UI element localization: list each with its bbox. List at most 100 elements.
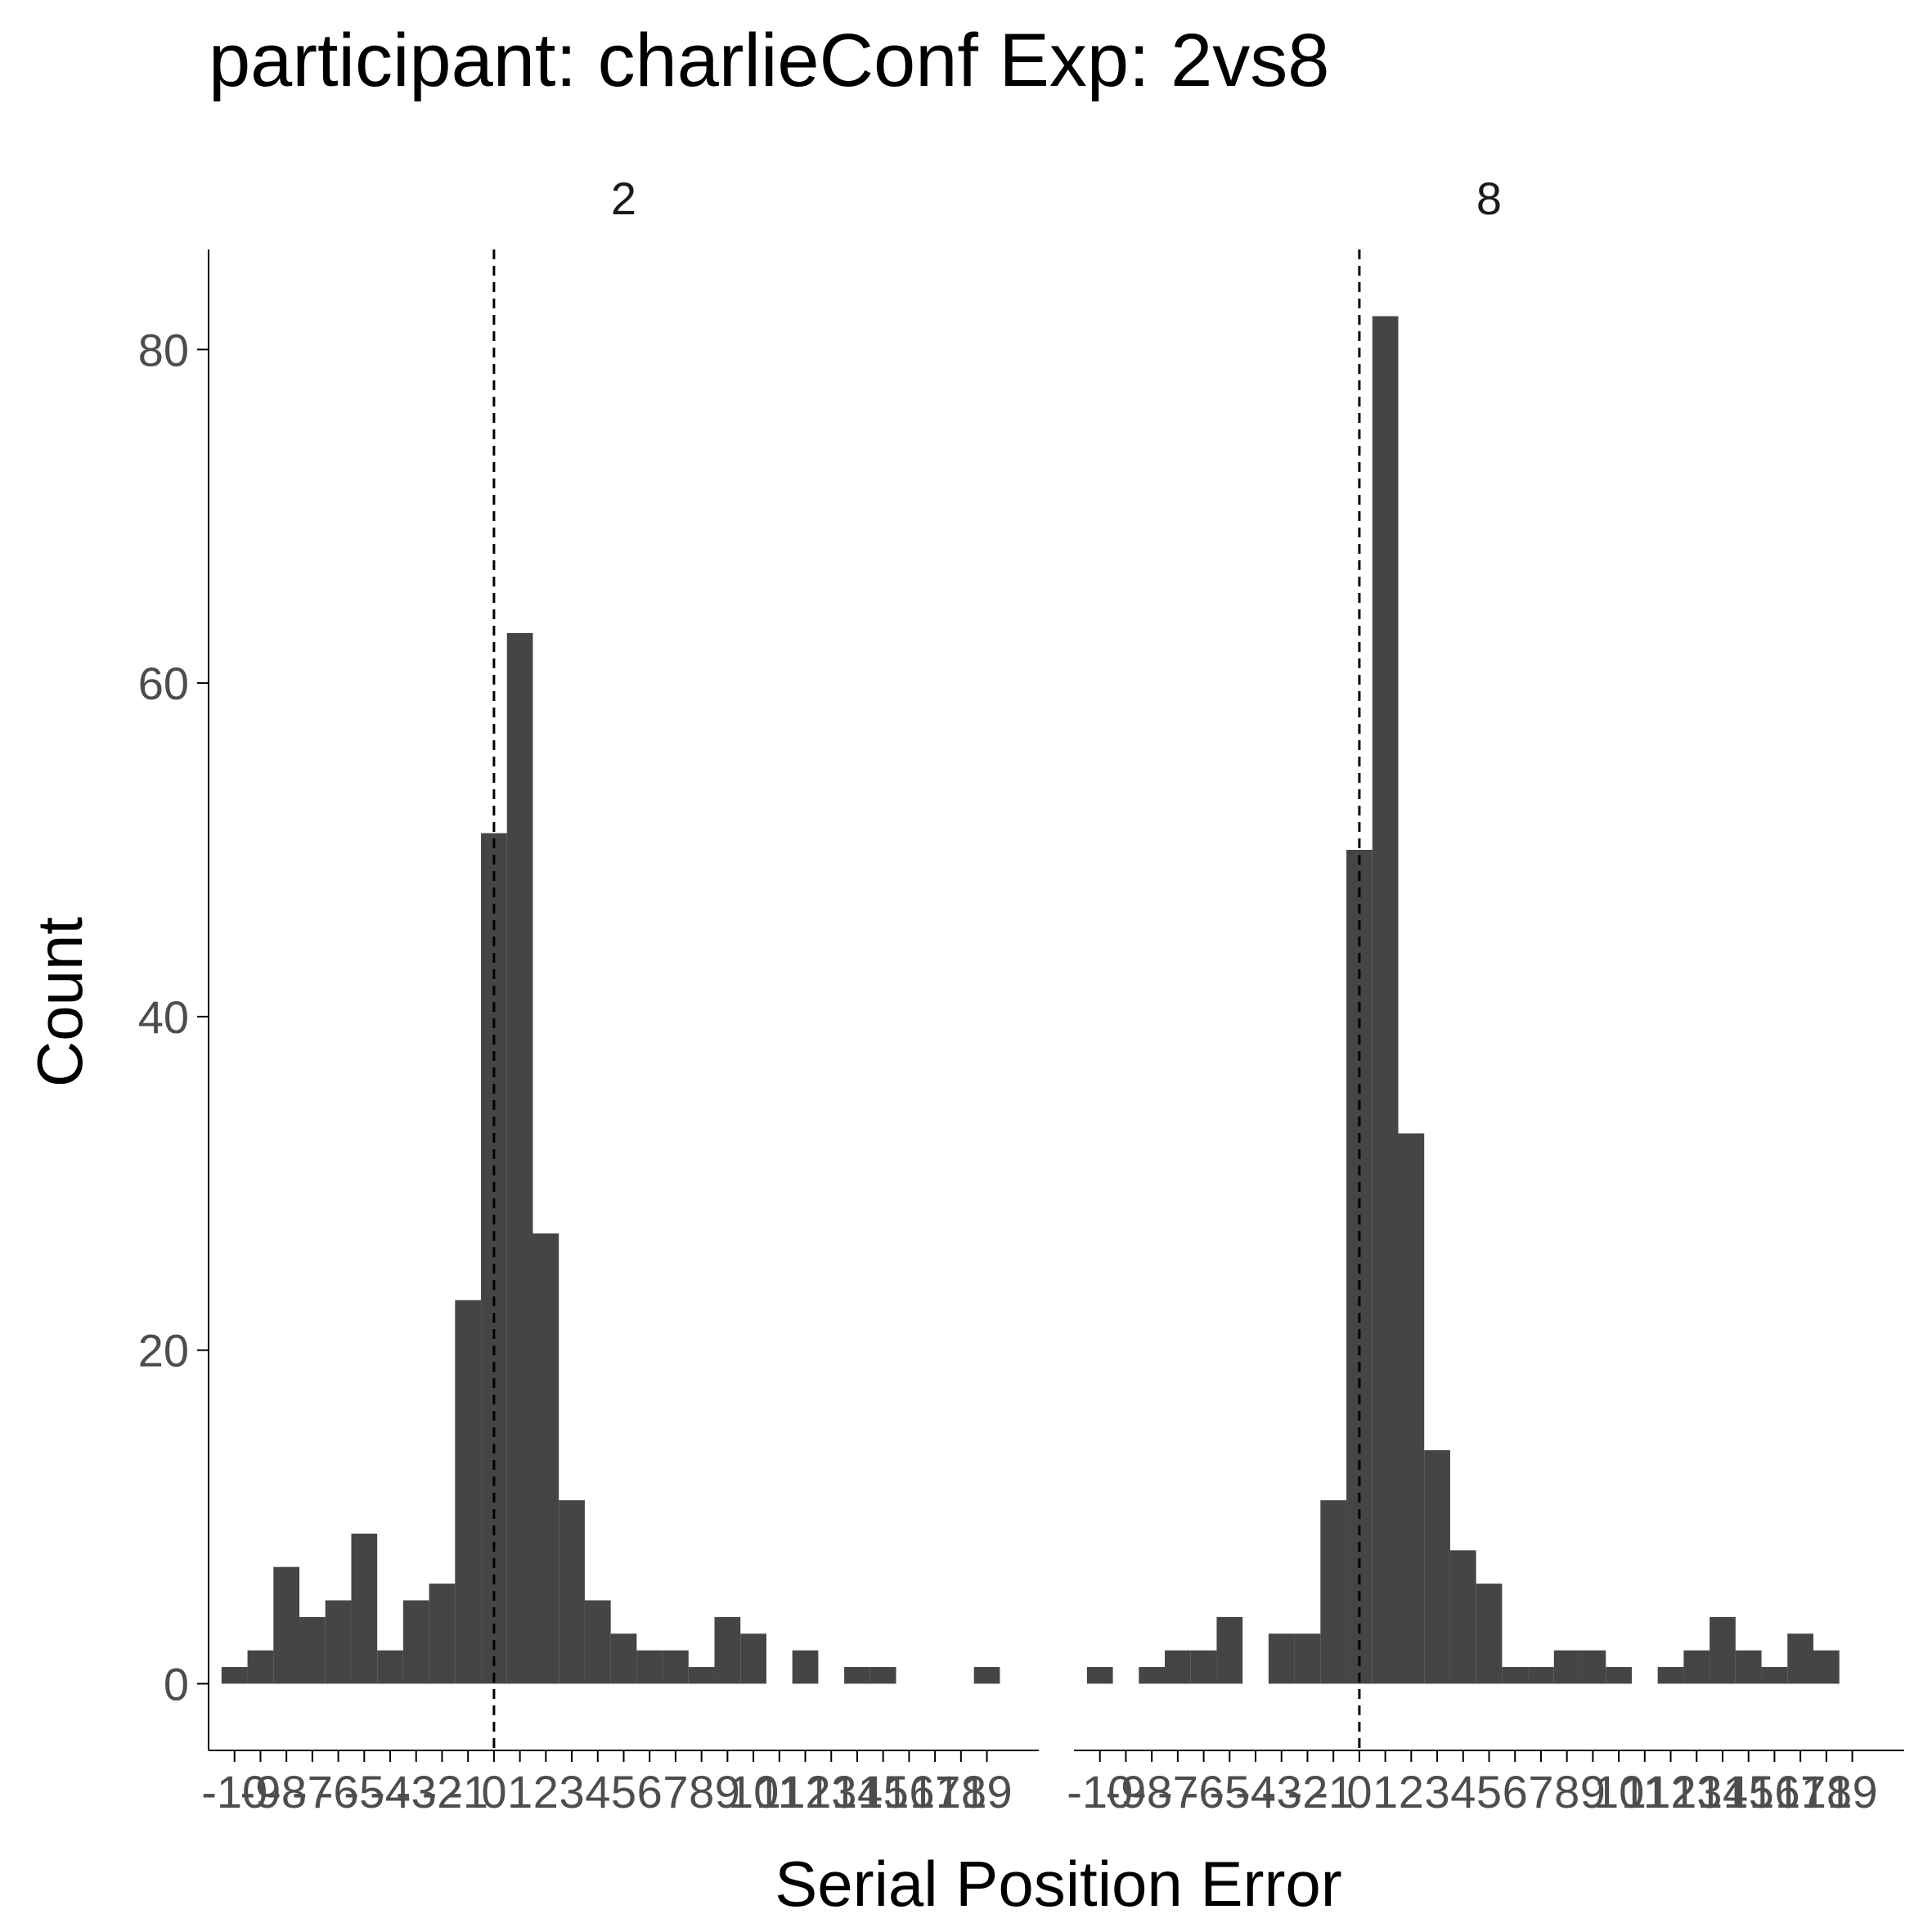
x-tick-label: -5: [344, 1766, 384, 1817]
bar: [1735, 1650, 1762, 1684]
bar: [1424, 1450, 1450, 1684]
x-tick-label: -5: [1209, 1766, 1250, 1817]
bar: [1268, 1633, 1295, 1684]
x-tick-label: -2: [422, 1766, 463, 1817]
bar: [402, 1600, 429, 1684]
bar: [429, 1584, 456, 1684]
x-tick-label: 1: [1373, 1766, 1398, 1817]
x-tick-label: -3: [1261, 1766, 1302, 1817]
bar: [1813, 1650, 1840, 1684]
x-tick-label: 11: [756, 1766, 803, 1817]
x-tick-label: 15: [858, 1766, 909, 1817]
x-tick-label: 14: [832, 1766, 883, 1817]
x-tick-label: -9: [1106, 1766, 1147, 1817]
bar: [1165, 1650, 1191, 1684]
bar: [325, 1600, 352, 1684]
bar: [584, 1600, 611, 1684]
x-tick-label: 16: [1749, 1766, 1799, 1817]
x-tick-label: 12: [780, 1766, 830, 1817]
x-tick-label: 3: [1424, 1766, 1449, 1817]
bar: [1657, 1667, 1684, 1684]
x-tick-label: 4: [1450, 1766, 1476, 1817]
x-tick-label: 0: [1346, 1766, 1372, 1817]
x-tick-label: 9: [715, 1766, 740, 1817]
bar: [247, 1650, 274, 1684]
x-tick-label: 15: [1723, 1766, 1774, 1817]
bar: [1449, 1550, 1476, 1684]
facet-panel-8: 8-10-9-8-7-6-5-4-3-2-10 1 2 3 4 5 6 7 8 910111213…: [1067, 173, 1904, 1817]
bar: [1761, 1667, 1788, 1684]
bar: [869, 1667, 896, 1684]
y-tick-label: 60: [138, 658, 189, 709]
x-tick-label: 1: [507, 1766, 532, 1817]
bar: [506, 632, 533, 1684]
bar: [1606, 1667, 1632, 1684]
x-tick-label: 13: [1671, 1766, 1722, 1817]
bar: [1710, 1616, 1736, 1684]
facet-panel-2: 2-10-9-8-7-6-5-4-3-2-10 1 2 3 4 5 6 7 8 910111213…: [201, 173, 1039, 1817]
x-tick-label: 19: [961, 1766, 1012, 1817]
x-tick-label: -8: [266, 1766, 307, 1817]
bar: [351, 1533, 378, 1684]
x-tick-label: 9: [1580, 1766, 1606, 1817]
bar: [844, 1667, 870, 1684]
bar: [714, 1616, 741, 1684]
x-tick-label: 5: [611, 1766, 636, 1817]
bar: [532, 1233, 559, 1684]
bar: [1372, 316, 1399, 1684]
x-tick-label: 13: [806, 1766, 856, 1817]
y-tick-label: 0: [164, 1658, 189, 1710]
bar: [1476, 1584, 1503, 1684]
x-tick-label: -7: [292, 1766, 333, 1817]
x-tick-label: 6: [1503, 1766, 1528, 1817]
x-tick-label: -6: [1184, 1766, 1224, 1817]
bar: [610, 1633, 637, 1684]
bar: [1553, 1650, 1580, 1684]
x-tick-label: 12: [1645, 1766, 1696, 1817]
bar: [1320, 1500, 1347, 1684]
bar: [740, 1633, 766, 1684]
bar: [1294, 1633, 1321, 1684]
x-tick-label: -1: [447, 1766, 488, 1817]
x-tick-label: 8: [1554, 1766, 1579, 1817]
bar: [663, 1650, 689, 1684]
bar: [559, 1500, 585, 1684]
bar: [1683, 1650, 1710, 1684]
bar: [1579, 1650, 1606, 1684]
bar: [1787, 1633, 1813, 1684]
x-tick-label: -10: [201, 1766, 267, 1817]
x-tick-label: 10: [728, 1766, 779, 1817]
y-tick-label: 80: [138, 324, 189, 375]
x-tick-label: 14: [1697, 1766, 1748, 1817]
bar: [1528, 1667, 1554, 1684]
x-tick-label: -10: [1067, 1766, 1133, 1817]
facet-label: 8: [1476, 173, 1502, 224]
x-tick-label: -4: [1235, 1766, 1276, 1817]
x-tick-label: 18: [1801, 1766, 1852, 1817]
bar: [636, 1650, 663, 1684]
x-tick-label: 6: [637, 1766, 663, 1817]
x-tick-label: -7: [1157, 1766, 1198, 1817]
x-tick-label: 16: [883, 1766, 934, 1817]
bar: [377, 1650, 403, 1684]
bar: [1216, 1616, 1243, 1684]
x-tick-label: 18: [936, 1766, 986, 1817]
x-tick-label: -3: [396, 1766, 437, 1817]
bar: [299, 1616, 326, 1684]
bar: [1502, 1667, 1529, 1684]
bar: [1190, 1650, 1217, 1684]
bar: [273, 1566, 300, 1684]
bar: [1398, 1133, 1425, 1684]
bar: [973, 1667, 1000, 1684]
y-axis-label: Count: [24, 917, 96, 1087]
x-tick-label: 7: [663, 1766, 688, 1817]
x-tick-label: 2: [1399, 1766, 1424, 1817]
x-tick-label: 17: [1775, 1766, 1826, 1817]
bar: [688, 1667, 715, 1684]
x-tick-label: -8: [1131, 1766, 1172, 1817]
x-tick-label: -1: [1313, 1766, 1354, 1817]
x-tick-label: 8: [689, 1766, 714, 1817]
x-tick-label: 3: [559, 1766, 584, 1817]
x-tick-label: -2: [1287, 1766, 1328, 1817]
